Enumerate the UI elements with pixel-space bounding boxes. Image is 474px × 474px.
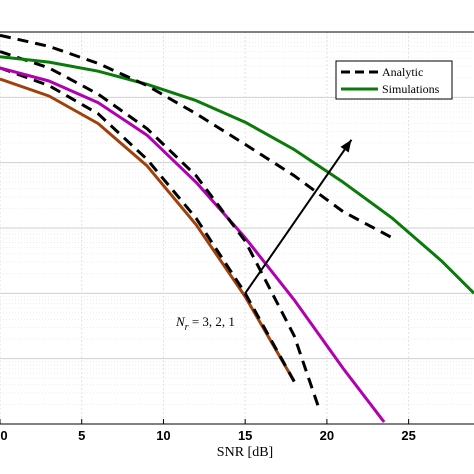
series-layer <box>0 33 474 423</box>
series-line-simulation-Nr2 <box>0 66 386 423</box>
x-axis-label: SNR [dB] <box>217 445 273 460</box>
x-tick-label: 5 <box>78 428 85 443</box>
series-line-simulation-Nr1 <box>0 55 474 295</box>
x-tick-label: 25 <box>401 428 415 443</box>
series-line-analytic-Nr1 <box>0 33 394 240</box>
legend-label-analytic: Analytic <box>382 65 423 79</box>
x-axis-ticks: 0 5 10 15 20 25 <box>0 419 416 443</box>
legend-label-simulations: Simulations <box>382 82 440 96</box>
legend: Analytic Simulations <box>335 60 453 100</box>
series-line-analytic-Nr2 <box>0 50 321 409</box>
plot-frame <box>0 31 474 425</box>
x-tick-label: 20 <box>320 428 334 443</box>
annotation-arrowhead <box>340 139 352 153</box>
x-tick-label: 10 <box>156 428 170 443</box>
series-line-simulation-Nr3 <box>0 77 296 383</box>
x-tick-label: 15 <box>238 428 252 443</box>
x-tick-label: 0 <box>0 428 7 443</box>
grid <box>0 32 474 425</box>
annotation: Nr = 3, 2, 1 <box>175 139 353 333</box>
legend-box <box>335 60 453 100</box>
annotation-label: Nr = 3, 2, 1 <box>175 314 235 333</box>
annotation-arrow <box>244 139 353 294</box>
